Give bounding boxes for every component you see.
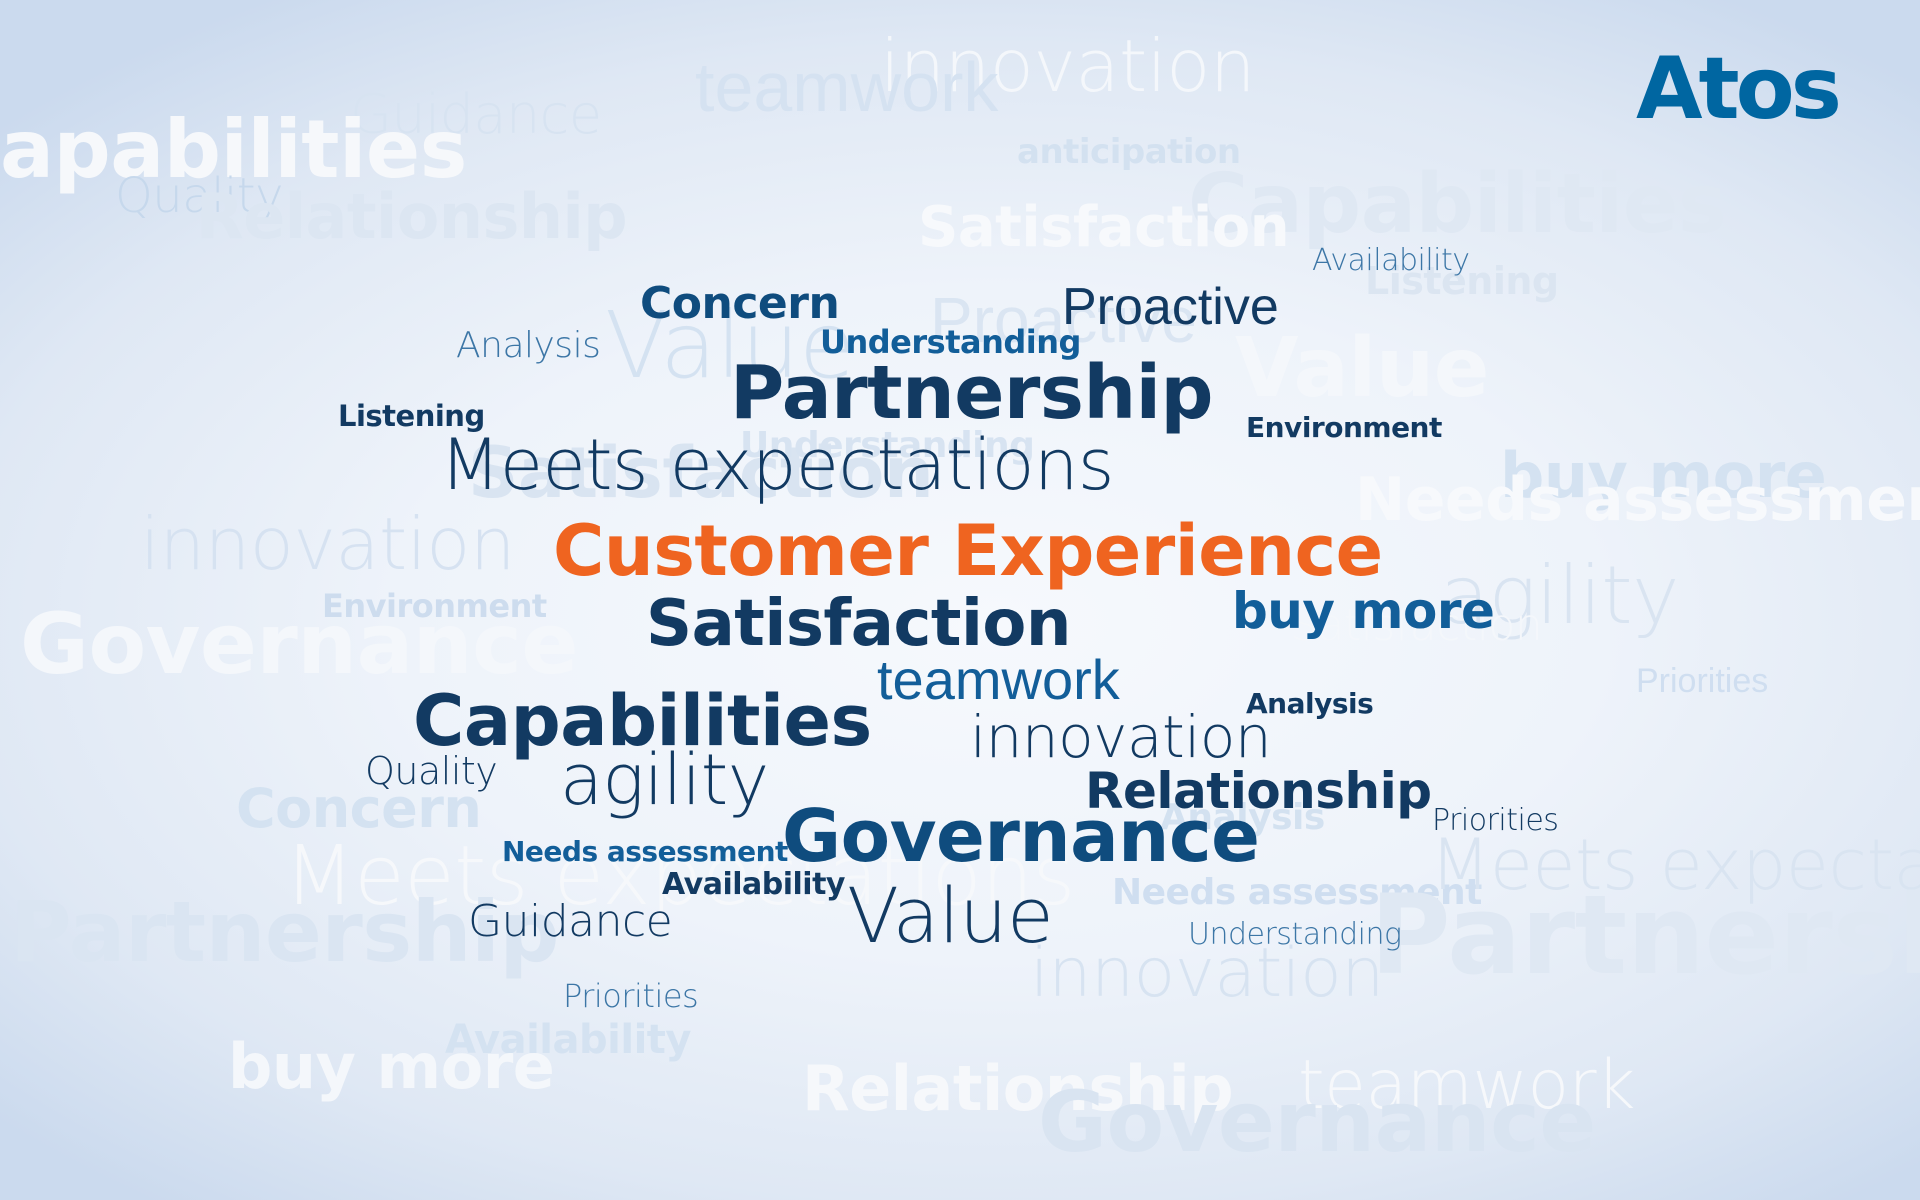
atos-logo-mark: Atos	[1636, 39, 1843, 139]
bg-word-capabilities-right: Capabilities	[1188, 157, 1727, 252]
word-quality: Quality	[365, 749, 498, 793]
word-availability-top: Availability	[1312, 243, 1470, 278]
bg-word-relationship-left: Relationship	[196, 180, 628, 253]
word-governance: Governance	[782, 794, 1260, 878]
word-listening: Listening	[338, 399, 485, 433]
bg-word-anticipation: anticipation	[1017, 132, 1241, 172]
word-guidance: Guidance	[468, 896, 673, 947]
word-understanding: Understanding	[820, 323, 1081, 361]
bg-word-innovation-top: innovation	[880, 24, 1255, 108]
bg-word-governance-left: Governance	[20, 595, 578, 693]
word-value: Value	[847, 871, 1054, 960]
bg-word-governance-bottom: Governance	[1038, 1073, 1596, 1171]
bg-word-priorities: Priorities	[1636, 662, 1769, 700]
bg-word-innovation-left: innovation	[140, 502, 515, 586]
bg-word-guidance: Guidance	[350, 83, 602, 146]
bg-word-value-left: Value	[605, 292, 856, 399]
word-availability-bottom: Availability	[662, 867, 845, 902]
bg-word-environment: Environment	[322, 587, 547, 625]
bg-word-satisfaction-top: Satisfaction	[918, 195, 1290, 260]
word-proactive: Proactive	[1062, 278, 1279, 336]
bg-word-capabilities-left: apabilities	[0, 103, 467, 196]
word-buy-more: buy more	[1232, 582, 1495, 640]
word-meets-expectations: Meets expectations	[440, 424, 1114, 506]
word-customer-experience: Customer Experience	[553, 510, 1383, 592]
bg-word-availability: Availability	[445, 1017, 691, 1063]
word-priorities-right: Priorities	[1432, 803, 1559, 838]
bg-word-partnership-right: Partnership	[1370, 871, 1920, 999]
word-analysis-light: Analysis	[456, 325, 601, 366]
bg-word-understanding: Understanding	[740, 425, 1035, 466]
atos-logo-text: Atos	[1636, 44, 1839, 134]
bg-word-quality: Quality	[115, 168, 284, 224]
word-teamwork: teamwork	[877, 648, 1120, 711]
bg-word-needs-assessment-right: Needs assessmen	[1355, 465, 1920, 535]
word-relationship: Relationship	[1085, 762, 1432, 820]
bg-word-satisfaction-low: Satisfaction	[1290, 600, 1543, 651]
bg-word-agility-right: agility	[1440, 549, 1679, 642]
word-analysis-bold: Analysis	[1246, 687, 1374, 720]
bg-word-buy-more-right: buy more	[1500, 439, 1827, 512]
bg-word-teamwork-top: teamwork	[695, 48, 999, 126]
bg-word-relationship-bottom: Relationship	[802, 1052, 1234, 1125]
bg-word-needs-assessment-low: Needs assessment	[1112, 872, 1482, 913]
atos-logo: Atos	[1636, 39, 1872, 139]
bg-word-partnership-left: Partnership	[10, 883, 560, 981]
bg-word-proactive: Proactive	[930, 284, 1197, 356]
bg-word-meets-left: Meets expectations	[284, 829, 1075, 924]
word-priorities-bottom: Priorities	[563, 977, 699, 1015]
bg-word-meets-right: Meets expectatio	[1430, 824, 1920, 906]
bg-word-analysis: Analysis	[1160, 797, 1325, 838]
bg-word-concern: Concern	[236, 777, 482, 840]
bg-word-value-right: Value	[1235, 321, 1489, 416]
word-agility: agility	[560, 739, 769, 821]
bg-word-listening: Listening	[1365, 259, 1559, 303]
word-environment: Environment	[1246, 411, 1442, 444]
bg-word-buy-more-bottom: buy more	[228, 1030, 555, 1103]
word-concern: Concern	[640, 278, 840, 329]
word-needs-assessment: Needs assessment	[502, 835, 788, 868]
word-satisfaction: Satisfaction	[646, 587, 1071, 661]
word-partnership: Partnership	[730, 350, 1213, 436]
word-innovation: innovation	[970, 703, 1272, 771]
bg-word-satisfaction-mid: Satisfaction	[468, 432, 934, 514]
word-capabilities: Capabilities	[413, 680, 872, 762]
bg-word-innovation-low: innovation	[1030, 934, 1384, 1013]
bg-word-teamwork-bottom: teamwork	[1298, 1046, 1635, 1125]
word-understanding-small: Understanding	[1188, 917, 1402, 952]
